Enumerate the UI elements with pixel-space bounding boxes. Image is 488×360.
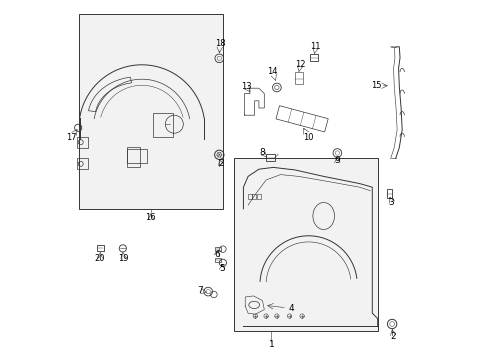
Text: 12: 12 [294,60,305,69]
Bar [79,14,223,209]
Text: 2: 2 [390,332,396,341]
Text: 14: 14 [267,68,277,77]
Text: 16: 16 [145,213,156,222]
Bar [247,194,251,199]
Text: 20: 20 [94,254,104,263]
Bar [127,148,147,163]
Text: 15: 15 [370,81,381,90]
Bar [77,158,87,169]
Bar [152,113,172,137]
Text: 2: 2 [218,159,223,168]
Bar [77,137,87,148]
Bar [215,258,220,262]
Text: 13: 13 [240,82,251,91]
Bar [251,194,256,199]
Text: 7: 7 [197,287,203,295]
Text: 3: 3 [387,198,393,207]
Text: 6: 6 [214,250,220,258]
Text: 8: 8 [259,148,265,157]
Bar [233,158,377,331]
Text: 11: 11 [310,42,321,51]
Bar [294,72,302,84]
Bar [97,245,104,251]
Text: 17: 17 [66,133,77,142]
Text: 9: 9 [334,156,340,165]
Text: 5: 5 [219,264,224,273]
Bar [215,247,220,251]
Text: 18: 18 [214,39,225,48]
Bar [386,189,392,198]
Text: 1: 1 [268,341,274,349]
Bar [310,54,318,61]
Bar [127,147,140,166]
Text: 4: 4 [288,305,293,313]
Text: 10: 10 [303,133,313,142]
Bar [265,154,274,161]
Bar [256,194,261,199]
Text: 19: 19 [118,254,128,263]
